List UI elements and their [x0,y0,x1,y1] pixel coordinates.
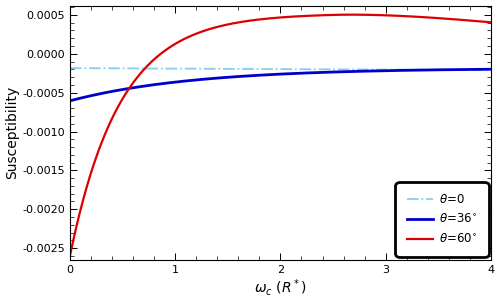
$\theta$=60$^{\circ}$ [228,22,234,26]
$\theta$=0 [115,67,121,70]
$\theta$=36$^{\circ}$ [228,75,234,79]
$\theta$=60$^{\circ}$ [434,16,440,20]
Y-axis label: Susceptibility: Susceptibility [6,86,20,179]
$\theta$=60$^{\circ}$ [140,69,146,72]
$\theta$=60$^{\circ}$ [115,105,121,109]
$\theta$=0 [228,67,234,71]
$\theta$=60$^{\circ}$ [348,13,354,16]
$\theta$=60$^{\circ}$ [480,20,486,23]
$\theta$=0 [140,67,146,70]
$\theta$=60$^{\circ}$ [488,20,494,24]
Line: $\theta$=36$^{\circ}$: $\theta$=36$^{\circ}$ [70,69,491,101]
$\theta$=0 [246,67,252,71]
$\theta$=36$^{\circ}$ [67,99,73,103]
$\theta$=36$^{\circ}$ [140,85,146,88]
Line: $\theta$=0: $\theta$=0 [70,68,491,70]
X-axis label: $\omega_c$ ($R^*$): $\omega_c$ ($R^*$) [254,278,307,299]
Line: $\theta$=60$^{\circ}$: $\theta$=60$^{\circ}$ [70,15,491,256]
$\theta$=36$^{\circ}$ [246,74,252,78]
$\theta$=0 [488,68,494,72]
$\theta$=0 [67,66,73,70]
$\theta$=60$^{\circ}$ [67,254,73,258]
Legend: $\theta$=0, $\theta$=36$^{\circ}$, $\theta$=60$^{\circ}$: $\theta$=0, $\theta$=36$^{\circ}$, $\the… [398,185,485,254]
$\theta$=0 [434,68,440,72]
$\theta$=60$^{\circ}$ [246,19,252,22]
$\theta$=36$^{\circ}$ [434,68,440,72]
$\theta$=36$^{\circ}$ [115,88,121,92]
$\theta$=0 [480,68,486,72]
$\theta$=36$^{\circ}$ [488,67,494,71]
$\theta$=36$^{\circ}$ [480,67,486,71]
